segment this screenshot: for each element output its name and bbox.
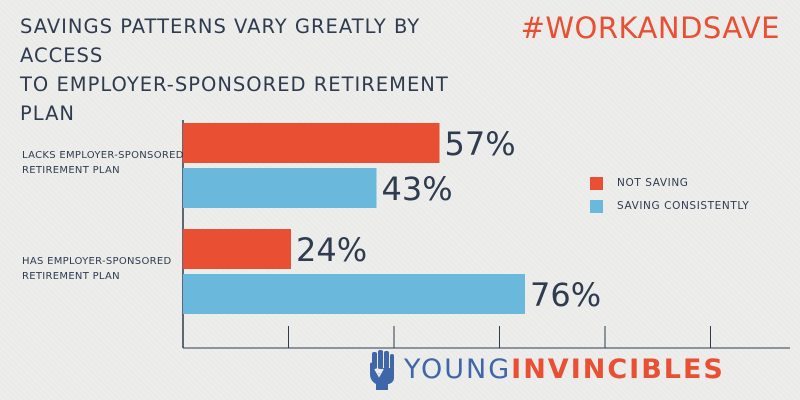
bar-saving-consistently-2 <box>183 274 525 314</box>
legend: NOT SAVING SAVING CONSISTENTLY <box>590 176 749 222</box>
bar-saving-consistently-1 <box>183 168 377 208</box>
data-label-not-saving-2: 24% <box>296 231 367 269</box>
legend-swatch-saving-consistently <box>590 199 603 213</box>
category-label-2-line-1: HAS EMPLOYER-SPONSORED <box>22 256 172 267</box>
legend-item-saving-consistently: SAVING CONSISTENTLY <box>590 199 749 213</box>
chart-title-line-1: SAVINGS PATTERNS VARY GREATLY BY ACCESS <box>20 15 421 67</box>
hashtag: #WORKANDSAVE <box>520 11 780 45</box>
logo-word-invincibles: INVINCIBLES <box>511 354 725 385</box>
logo-wordmark: YOUNGINVINCIBLES <box>404 350 725 390</box>
data-label-not-saving-1: 57% <box>445 125 516 163</box>
category-label-2-line-2: RETIREMENT PLAN <box>22 271 120 282</box>
category-label-1-line-2: RETIREMENT PLAN <box>22 165 120 176</box>
bar-not-saving-1 <box>183 123 440 163</box>
category-label-1-line-1: LACKS EMPLOYER-SPONSORED <box>22 150 184 161</box>
bar-not-saving-2 <box>183 229 291 269</box>
chart-title: SAVINGS PATTERNS VARY GREATLY BY ACCESS … <box>20 12 500 128</box>
data-label-saving-consistently-1: 43% <box>382 170 453 208</box>
data-label-saving-consistently-2: 76% <box>530 276 601 314</box>
legend-label-not-saving: NOT SAVING <box>617 177 689 189</box>
young-invincibles-logo: YOUNGINVINCIBLES <box>368 350 725 390</box>
legend-swatch-not-saving <box>590 176 603 190</box>
chart-title-line-2: TO EMPLOYER-SPONSORED RETIREMENT PLAN <box>20 73 449 125</box>
raised-fist-icon <box>370 350 394 390</box>
legend-label-saving-consistently: SAVING CONSISTENTLY <box>617 200 750 212</box>
logo-word-young: YOUNG <box>404 354 512 385</box>
legend-item-not-saving: NOT SAVING <box>590 176 749 190</box>
